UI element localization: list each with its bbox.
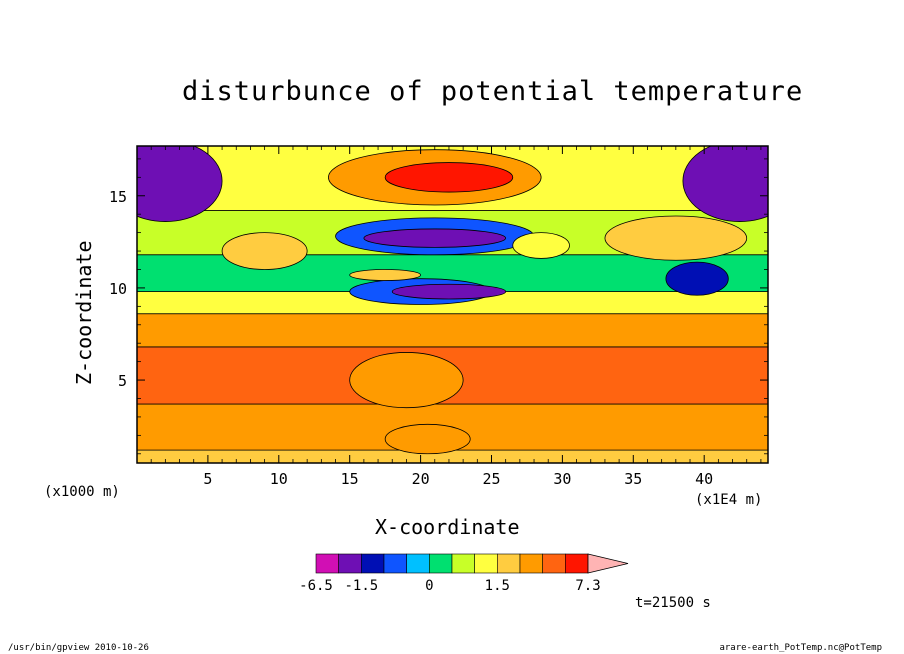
x-tick-label: 30 — [553, 470, 571, 488]
y-axis-label: Z-coordinate — [72, 240, 96, 386]
x-axis-label: X-coordinate — [375, 515, 520, 539]
x-tick-label: 15 — [341, 470, 359, 488]
y-tick-label: 10 — [109, 280, 127, 298]
colorbar: -6.5 -1.5 0 1.5 7.3 — [299, 553, 629, 594]
colorbar-segment — [429, 553, 453, 574]
axis-ticks: 5 10 15 20 25 30 35 40 5 10 15 — [109, 146, 768, 488]
colorbar-segment — [519, 553, 543, 574]
contour-band-3 — [137, 313, 768, 348]
contour-band-0 — [137, 449, 768, 463]
colorbar-segment — [383, 553, 407, 574]
colorbar-segment — [338, 553, 362, 574]
x-tick-label: 40 — [695, 470, 713, 488]
colorbar-segment — [542, 553, 566, 574]
colorbar-label: -6.5 — [299, 578, 333, 594]
contour-feature-3 — [682, 146, 768, 222]
footer-file: arare-earth_PotTemp.nc@PotTemp — [719, 643, 882, 653]
x-tick-label: 10 — [270, 470, 288, 488]
contour-feature-12 — [512, 232, 570, 259]
colorbar-label: -1.5 — [344, 578, 378, 594]
x-tick-label: 5 — [203, 470, 212, 488]
colorbar-segment — [474, 553, 498, 574]
contour-feature-14 — [349, 269, 421, 281]
plot-area — [137, 146, 768, 463]
plot-frame — [136, 145, 769, 464]
x-axis-scale-note: (x1E4 m) — [695, 492, 763, 508]
contour-feature-9 — [391, 283, 507, 300]
footer-command: /usr/bin/gpview 2010-10-26 — [8, 643, 149, 653]
contour-feature-10 — [665, 261, 729, 296]
contour-feature-5 — [384, 162, 514, 193]
colorbar-segment — [315, 553, 339, 574]
colorbar-label: 7.3 — [575, 578, 600, 594]
colorbar-segment — [406, 553, 430, 574]
colorbar-label: 0 — [425, 578, 433, 594]
contour-feature-7 — [363, 228, 507, 248]
x-tick-label: 35 — [624, 470, 642, 488]
contour-feature-11 — [221, 232, 308, 270]
colorbar-extend-arrow — [587, 553, 629, 574]
time-label: t=21500 s — [635, 595, 711, 611]
contour-feature-15 — [349, 352, 464, 409]
x-tick-label: 20 — [412, 470, 430, 488]
colorbar-segment — [565, 553, 589, 574]
y-tick-label: 15 — [109, 188, 127, 206]
colorbar-segment — [451, 553, 475, 574]
contour-feature-16 — [384, 423, 471, 455]
y-tick-label: 5 — [118, 372, 127, 390]
colorbar-label: 1.5 — [485, 578, 510, 594]
contour-feature-13 — [604, 215, 748, 261]
x-tick-label: 25 — [482, 470, 500, 488]
colorbar-segment — [497, 553, 521, 574]
chart-title: disturbunce of potential temperature — [182, 76, 804, 107]
colorbar-segment — [361, 553, 385, 574]
x-axis-unit: (x1000 m) — [44, 484, 120, 500]
contour-feature-2 — [137, 146, 223, 222]
